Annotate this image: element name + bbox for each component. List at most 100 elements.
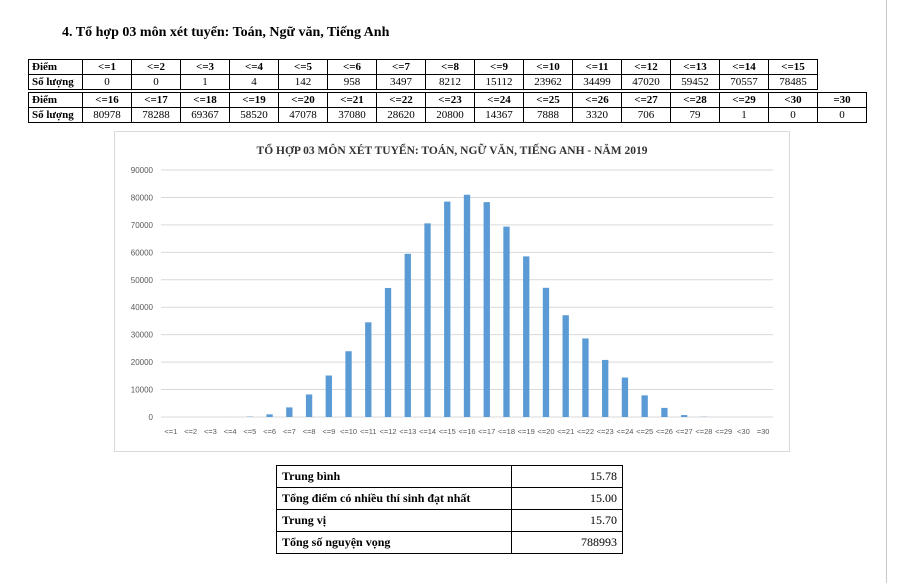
- stats-label: Trung vị: [276, 509, 512, 532]
- count-cell: 59452: [670, 74, 720, 90]
- count-cell: 47020: [621, 74, 671, 90]
- score-header-cell: <=19: [229, 92, 279, 108]
- bar: [424, 223, 431, 417]
- score-header-cell: <=27: [621, 92, 671, 108]
- score-header-cell: <30: [768, 92, 818, 108]
- score-header-cell: <=24: [474, 92, 524, 108]
- stats-value: 15.78: [511, 465, 623, 488]
- bar: [463, 194, 471, 417]
- count-cell: 47078: [278, 107, 328, 123]
- x-tick-label: =30: [757, 427, 770, 436]
- x-tick-label: <=23: [597, 427, 614, 436]
- score-header-cell: <=29: [719, 92, 769, 108]
- stats-label: Tổng số nguyện vọng: [276, 531, 512, 554]
- bar: [503, 226, 510, 417]
- bar: [562, 315, 569, 417]
- count-cell: 7888: [523, 107, 573, 123]
- count-cell: 3497: [376, 74, 426, 90]
- y-tick-label: 50000: [131, 276, 154, 285]
- x-tick-label: <=13: [399, 427, 416, 436]
- bar: [483, 202, 490, 417]
- score-header-cell: <=25: [523, 92, 573, 108]
- score-header-cell: <=2: [131, 59, 181, 75]
- bar: [661, 407, 668, 417]
- count-cell: 34499: [572, 74, 622, 90]
- count-cell: 1: [719, 107, 769, 123]
- count-cell: 70557: [719, 74, 769, 90]
- x-tick-label: <=24: [616, 427, 633, 436]
- bar: [286, 407, 293, 417]
- count-cell: 0: [817, 107, 867, 123]
- count-cell: 4: [229, 74, 279, 90]
- bar: [325, 375, 332, 417]
- count-cell: 0: [131, 74, 181, 90]
- count-cell: 20800: [425, 107, 475, 123]
- y-tick-label: 70000: [131, 221, 154, 230]
- score-header-cell: <=26: [572, 92, 622, 108]
- score-header-cell: <=7: [376, 59, 426, 75]
- score-header-cell: <=5: [278, 59, 328, 75]
- bar: [602, 359, 609, 417]
- count-cell: 1: [180, 74, 230, 90]
- x-tick-label: <=4: [224, 427, 237, 436]
- score-header-cell: <=3: [180, 59, 230, 75]
- stats-row: Trung bình 15.78: [276, 465, 623, 488]
- x-tick-label: <=19: [518, 427, 535, 436]
- x-tick-label: <=21: [557, 427, 574, 436]
- count-cell: 69367: [180, 107, 230, 123]
- count-cell: 8212: [425, 74, 475, 90]
- count-cell: 3320: [572, 107, 622, 123]
- stats-row: Tổng số nguyện vọng 788993: [276, 531, 623, 554]
- x-tick-label: <=12: [379, 427, 396, 436]
- x-tick-label: <=1: [164, 427, 177, 436]
- count-cell: 37080: [327, 107, 377, 123]
- chart-title: TỔ HỢP 03 MÔN XÉT TUYỂN: TOÁN, NGỮ VĂN, …: [257, 142, 648, 157]
- score-header-cell: <=9: [474, 59, 524, 75]
- score-header-cell: <=6: [327, 59, 377, 75]
- bar: [404, 253, 411, 417]
- x-tick-label: <=22: [577, 427, 594, 436]
- y-tick-label: 40000: [131, 303, 154, 312]
- stats-label: Trung bình: [276, 465, 512, 488]
- score-header-cell: <=15: [768, 59, 818, 75]
- x-tick-label: <=8: [303, 427, 316, 436]
- stats-value: 15.00: [511, 487, 623, 510]
- count-cell: 58520: [229, 107, 279, 123]
- y-tick-label: 80000: [131, 193, 154, 202]
- x-tick-label: <30: [737, 427, 750, 436]
- score-header-cell: <=14: [719, 59, 769, 75]
- score-table-part2: Điểm <=16 <=17 <=18 <=19 <=20 <=21 <=22 <=23 <=24…: [28, 92, 867, 123]
- count-cell: 0: [768, 107, 818, 123]
- x-tick-label: <=25: [636, 427, 653, 436]
- bar: [345, 351, 352, 417]
- stats-row: Tổng điểm có nhiều thí sinh đạt nhất 15.0…: [276, 487, 623, 510]
- x-tick-label: <=7: [283, 427, 296, 436]
- x-tick-label: <=15: [439, 427, 456, 436]
- bar: [384, 287, 392, 417]
- count-cell: 79: [670, 107, 720, 123]
- count-cell: 28620: [376, 107, 426, 123]
- count-cell: 15112: [474, 74, 524, 90]
- score-header-cell: <=13: [670, 59, 720, 75]
- x-tick-label: <=17: [478, 427, 495, 436]
- score-header-cell: <=16: [82, 92, 132, 108]
- score-header-cell: <=21: [327, 92, 377, 108]
- score-header-cell: <=23: [425, 92, 475, 108]
- x-tick-label: <=29: [715, 427, 732, 436]
- x-tick-label: <=18: [498, 427, 515, 436]
- score-table-part1: Điểm <=1 <=2 <=3 <=4 <=5 <=6 <=7 <=8 <=9 <=10 <=11 <…: [28, 59, 818, 90]
- score-header-cell: <=12: [621, 59, 671, 75]
- stats-value: 15.70: [511, 509, 623, 532]
- score-header-cell: <=18: [180, 92, 230, 108]
- count-cell: 80978: [82, 107, 132, 123]
- count-cell: 142: [278, 74, 328, 90]
- score-header-cell: <=11: [572, 59, 622, 75]
- score-header-cell: <=1: [82, 59, 132, 75]
- stats-row: Trung vị 15.70: [276, 509, 623, 532]
- score-distribution-chart: TỔ HỢP 03 MÔN XÉT TUYỂN: TOÁN, NGỮ VĂN, …: [114, 131, 790, 452]
- score-header-cell: <=17: [131, 92, 181, 108]
- x-tick-label: <=14: [419, 427, 436, 436]
- stats-label: Tổng điểm có nhiều thí sinh đạt nhất: [276, 487, 512, 510]
- x-tick-label: <=6: [263, 427, 276, 436]
- score-header-cell: <=28: [670, 92, 720, 108]
